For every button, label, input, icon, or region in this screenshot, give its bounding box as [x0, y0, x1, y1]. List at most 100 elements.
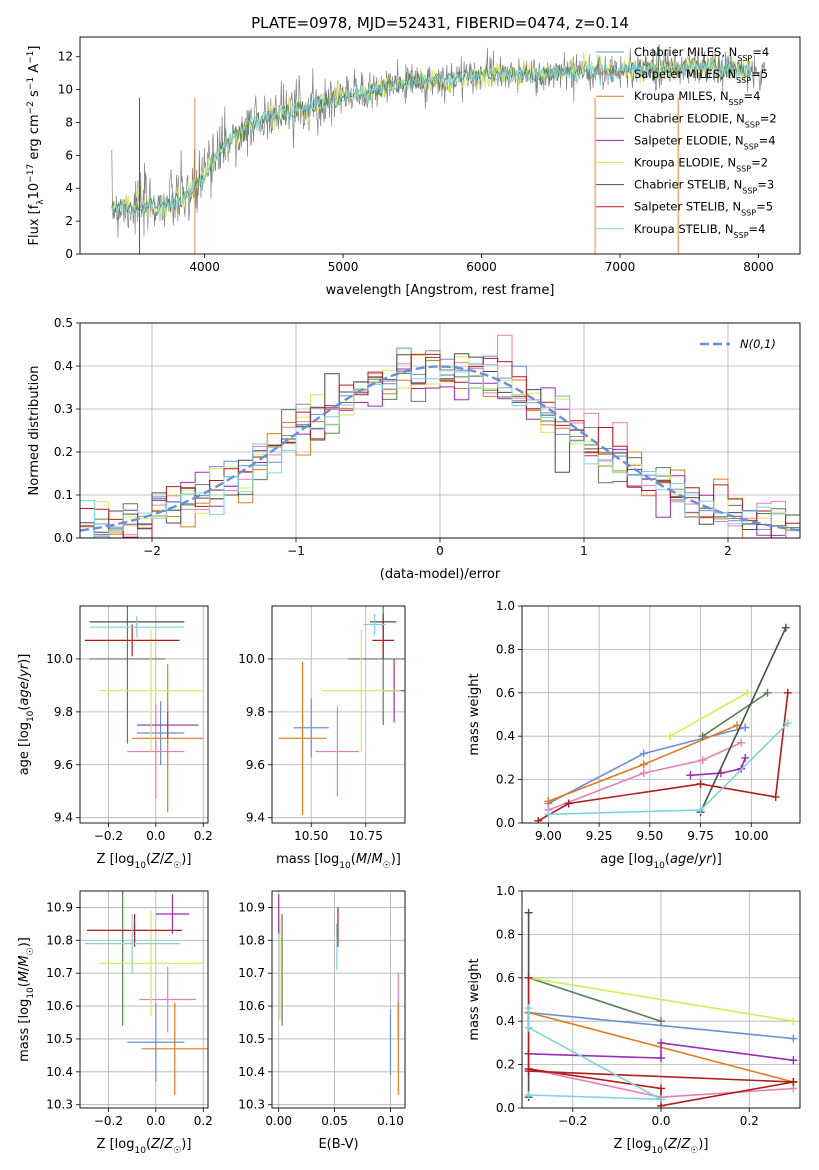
spectrum-xlabel: wavelength [Angstrom, rest frame]: [326, 283, 555, 298]
label-part: Z: [680, 1137, 691, 1152]
weight-marker-salpeter-stelib: [783, 688, 792, 697]
y-tick-label: 0.8: [496, 927, 515, 941]
axes-frame: [79, 36, 801, 255]
legend-count: =4: [759, 133, 776, 147]
weight-line-kroupa-miles: [548, 724, 738, 803]
x-tick-label: 10.50: [294, 829, 328, 843]
label-part: )]: [181, 852, 191, 867]
label-part: mass [log: [17, 999, 32, 1062]
plot-area: [534, 623, 792, 823]
weight-marker-chabrier-elodie: [763, 688, 772, 697]
weight-marker-kroupa-stelib: [524, 1090, 533, 1099]
weight-marker-kroupa-miles: [544, 797, 553, 806]
legend-name: Salpeter STELIB, N: [634, 200, 741, 214]
x-tick-label: 9.25: [586, 829, 613, 843]
weight-vs-age-xlabel: age [log10(age/yr)]: [600, 852, 722, 871]
label-part: /: [677, 1137, 682, 1152]
label-part: )]: [712, 852, 722, 867]
legend-label-chabrier-elodie: Chabrier ELODIE, NSSP=2: [634, 111, 777, 129]
weight-marker-chabrier-elodie: [698, 732, 707, 741]
plot-area: [524, 908, 798, 1108]
x-tick-label: 4000: [189, 260, 220, 274]
x-tick-label: 1: [580, 544, 588, 558]
x-tick-label: 5000: [328, 260, 359, 274]
mass-vs-Z-ylabel: mass [log10(M/M☉)]: [17, 937, 36, 1062]
mass-vs-EBV-xlabel: E(B-V): [318, 1137, 358, 1152]
weight-marker-salpeter-miles: [698, 756, 707, 765]
y-tick-label: 10.0: [238, 652, 265, 666]
y-tick-label: 9.4: [246, 811, 265, 825]
y-tick-label: 10.3: [238, 1098, 265, 1112]
y-tick-label: 10.0: [46, 652, 73, 666]
axes-frame: [271, 605, 406, 824]
y-tick-label: 9.6: [246, 758, 265, 772]
weight-marker-salpeter-elodie: [657, 1054, 665, 1063]
legend-label-kroupa-miles: Kroupa MILES, NSSP=4: [634, 89, 760, 107]
label-part: Z: [163, 1137, 174, 1152]
x-tick-label: 10.75: [349, 829, 383, 843]
label-part: (: [663, 1137, 668, 1152]
histogram-salpeter-stelib: [80, 353, 800, 538]
plot-area: [84, 606, 204, 813]
label-part: −17: [26, 164, 36, 183]
legend-count: =4: [752, 45, 769, 59]
y-tick-label: 10.4: [46, 1065, 73, 1079]
x-tick-label: −1: [287, 544, 305, 558]
histogram-salpeter-elodie: [80, 368, 800, 538]
weight-vs-Z-ylabel: mass weight: [467, 958, 482, 1040]
weight-marker-kroupa-elodie: [789, 1017, 798, 1026]
weight-marker-salpeter-elodie: [657, 1038, 665, 1047]
y-tick-label: 0.0: [496, 816, 515, 830]
label-part: ]: [27, 46, 42, 51]
weight-marker-kroupa-miles: [733, 721, 742, 730]
y-tick-label: 10.4: [238, 1065, 265, 1079]
weight-line-chabrier-elodie: [528, 977, 662, 1022]
legend-label-chabrier-stelib: Chabrier STELIB, NSSP=3: [634, 178, 774, 196]
label-part: )]: [17, 937, 32, 947]
label-part: Z [log: [97, 1137, 135, 1152]
y-tick-label: 10.7: [46, 966, 73, 980]
spectrum-ylabel: Flux [fλ10−17 erg cm−2 s−1 A−1]: [26, 46, 46, 246]
weight-marker-salpeter-stelib: [524, 973, 533, 982]
histogram-kroupa-stelib: [80, 364, 800, 538]
legend-sub: SSP: [734, 230, 749, 239]
label-part: )]: [17, 654, 32, 664]
weight-marker-salpeter-elodie: [686, 771, 695, 780]
label-part: 10: [27, 183, 42, 200]
y-tick-label: 10.9: [238, 900, 265, 914]
x-tick-label: 0.00: [265, 1114, 292, 1128]
label-part: 10: [339, 861, 351, 871]
y-tick-label: 0.6: [496, 686, 515, 700]
age-vs-mass-xlabel: mass [log10(M/M☉)]: [276, 852, 401, 871]
weight-marker-kroupa-stelib: [524, 1004, 533, 1013]
x-tick-label: 0: [436, 544, 444, 558]
weight-marker-salpeter-miles: [737, 738, 746, 747]
y-tick-label: 0.2: [54, 445, 73, 459]
normal-curve: [80, 365, 800, 532]
label-part: (: [146, 1137, 151, 1152]
weight-marker-kroupa-stelib: [657, 1095, 665, 1104]
y-tick-label: 9.4: [54, 811, 73, 825]
weight-marker-kroupa-miles: [639, 760, 648, 769]
legend-name: Chabrier MILES, N: [634, 45, 737, 59]
x-tick-label: 2: [724, 544, 732, 558]
label-part: Z [log: [614, 1137, 652, 1152]
y-tick-label: 2: [65, 214, 73, 228]
weight-line-kroupa-stelib: [527, 1008, 662, 1101]
plot-area: [80, 334, 800, 538]
legend-label-salpeter-elodie: Salpeter ELODIE, NSSP=4: [634, 133, 776, 151]
label-part: λ: [36, 199, 46, 205]
legend-label-kroupa-elodie: Kroupa ELODIE, NSSP=2: [634, 156, 768, 174]
legend-name: Kroupa STELIB, N: [634, 222, 734, 236]
label-part: ☉: [26, 947, 36, 955]
panel-mass-vs-EBV: 0.00 0.05 0.10 10.3 10.4 10.5 10.6 10.7 10.8 10.9…: [238, 890, 406, 1152]
panel-mass-vs-Z: −0.2 0.0 0.2 10.3 10.4 10.5 10.6 10.7 10.8 10.9 Z …: [17, 890, 213, 1156]
axes-frame: [521, 605, 801, 824]
label-part: )]: [698, 1137, 708, 1152]
legend-count: =5: [756, 200, 773, 214]
legend-sub: SSP: [729, 98, 744, 107]
label-part: E(B-V): [318, 1137, 358, 1152]
weight-marker-salpeter-stelib: [696, 779, 705, 788]
label-part: s: [27, 90, 42, 101]
